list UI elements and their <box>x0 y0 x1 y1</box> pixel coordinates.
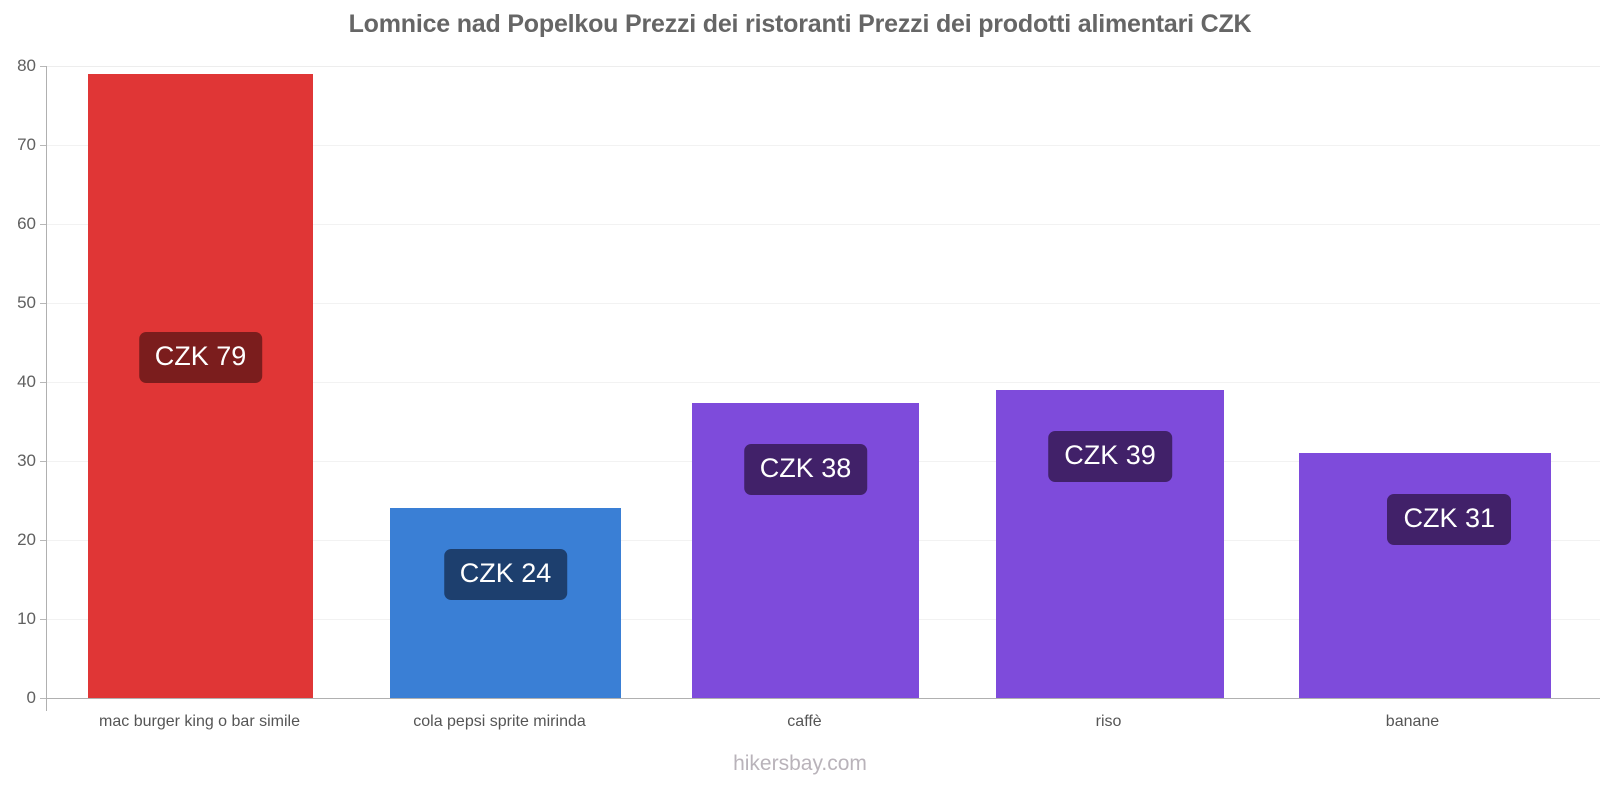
bar-banane[interactable]: CZK 31 <box>1299 453 1551 698</box>
y-tick-label-40: 40 <box>17 372 36 391</box>
y-tick-mark-30 <box>40 461 46 462</box>
bar-cola-pepsi-sprite-mirinda[interactable]: CZK 24 <box>390 508 621 698</box>
y-tick-label-0: 0 <box>26 688 36 707</box>
chart-title: Lomnice nad Popelkou Prezzi dei ristoran… <box>348 10 1252 38</box>
y-tick-label-80: 80 <box>17 56 36 75</box>
y-tick-mark-60 <box>40 224 46 225</box>
gridline-70 <box>46 145 1600 146</box>
x-axis-label-cola-pepsi-sprite-mirinda: cola pepsi sprite mirinda <box>413 713 586 730</box>
x-axis-label-caffe: caffè <box>787 713 822 730</box>
bar-mac-burger-king[interactable]: CZK 79 <box>88 74 313 698</box>
plot-area: CZK 79 CZK 24 CZK 38 CZK 39 CZK 31 <box>46 66 1600 698</box>
bar-value-label: CZK 38 <box>743 444 868 495</box>
gridline-50 <box>46 303 1600 304</box>
y-tick-mark-10 <box>40 619 46 620</box>
y-tick-label-60: 60 <box>17 214 36 233</box>
y-tick-mark-50 <box>40 303 46 304</box>
y-tick-label-50: 50 <box>17 293 36 312</box>
bar-value-label: CZK 39 <box>1048 431 1172 482</box>
y-axis-line <box>46 66 47 698</box>
gridline-40 <box>46 382 1600 383</box>
y-tick-label-20: 20 <box>17 530 36 549</box>
bar-riso[interactable]: CZK 39 <box>996 390 1224 698</box>
y-tick-mark-80 <box>40 66 46 67</box>
bar-caffe[interactable]: CZK 38 <box>692 403 919 698</box>
x-axis-label-banane: banane <box>1385 713 1440 730</box>
gridline-60 <box>46 224 1600 225</box>
x-axis-label-riso: riso <box>1095 713 1122 730</box>
gridline-80 <box>46 66 1600 67</box>
footer-watermark: hikersbay.com <box>733 752 867 775</box>
y-tick-label-10: 10 <box>17 609 36 628</box>
bar-value-label: CZK 79 <box>138 332 263 383</box>
x-axis-tick-origin <box>46 698 47 711</box>
y-tick-mark-0 <box>40 698 46 699</box>
y-tick-mark-70 <box>40 145 46 146</box>
y-tick-mark-40 <box>40 382 46 383</box>
x-axis-line <box>46 698 1600 699</box>
y-tick-label-30: 30 <box>17 451 36 470</box>
y-tick-mark-20 <box>40 540 46 541</box>
bar-value-label: CZK 24 <box>443 549 568 600</box>
x-axis-label-mac-burger-king: mac burger king o bar simile <box>99 713 300 730</box>
y-tick-label-70: 70 <box>17 135 36 154</box>
bar-value-label: CZK 31 <box>1387 494 1511 545</box>
